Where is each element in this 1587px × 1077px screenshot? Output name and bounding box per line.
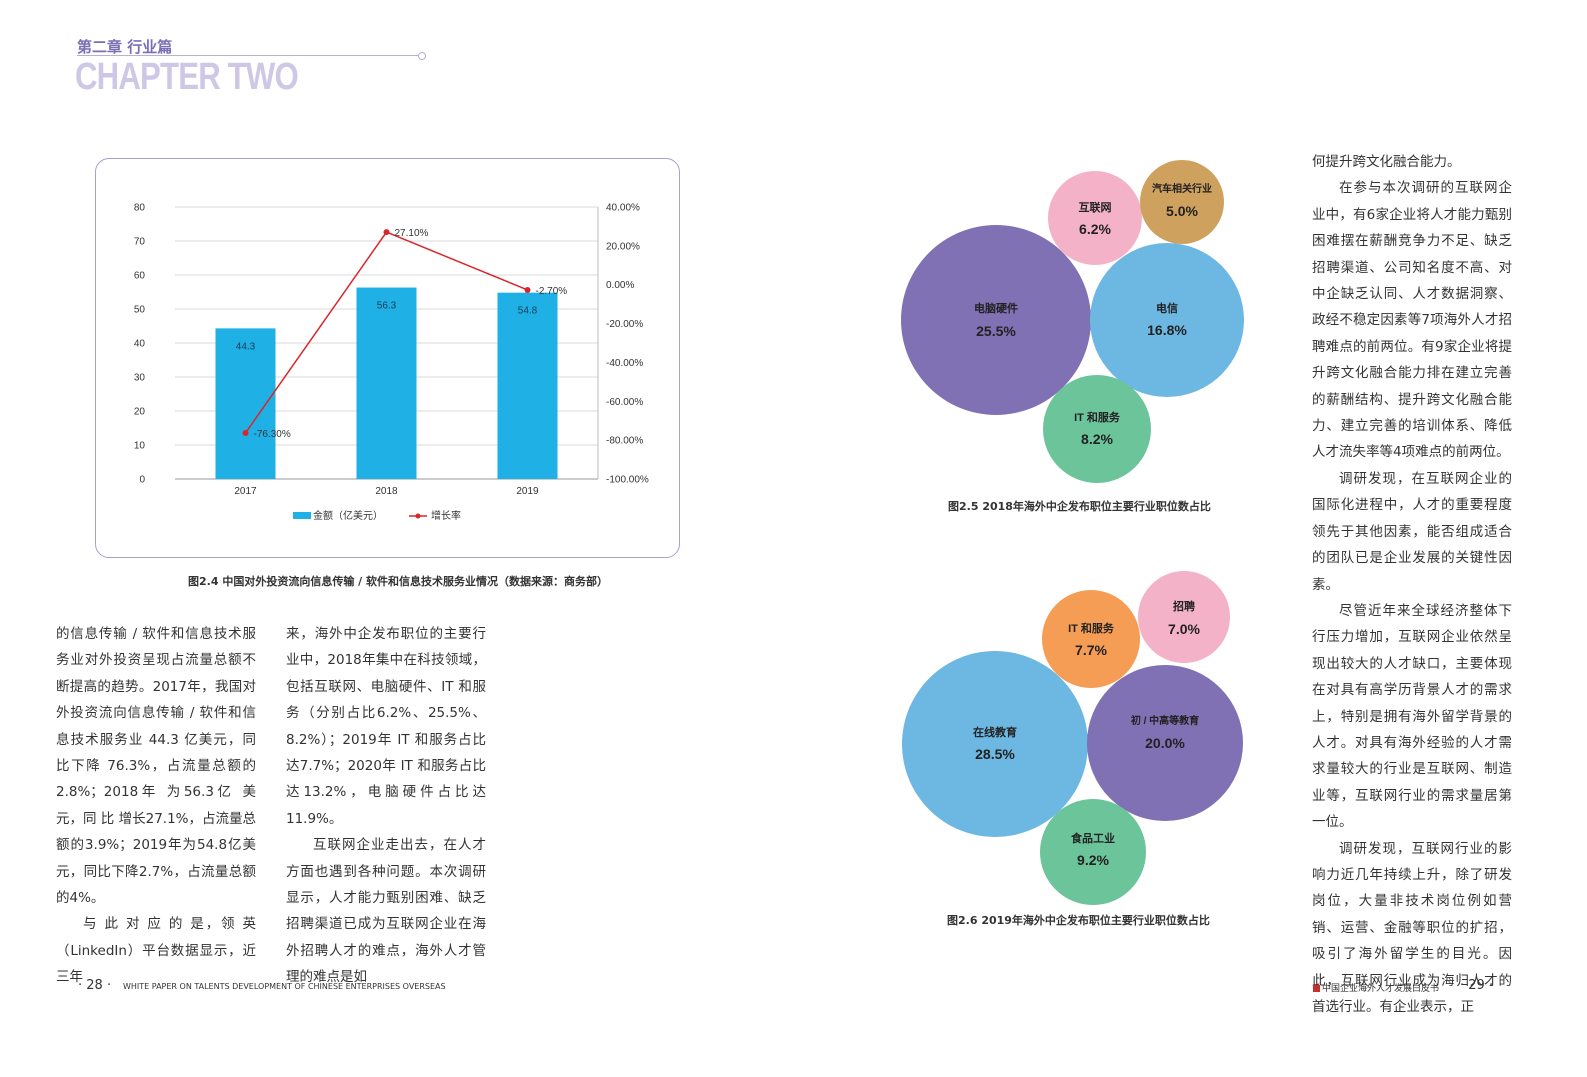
figure-2-4-caption: 图2.4 中国对外投资流向信息传输 / 软件和信息技术服务业情况（数据来源：商务… [188,575,608,588]
bubble-value: 9.2% [1077,852,1109,868]
right-tick-label: -100.00% [606,475,649,486]
bubble-value: 28.5% [975,746,1015,762]
chart-left-axis-ticks: 80 70 60 50 40 30 20 10 0 [134,203,146,486]
right-tick-label: 20.00% [606,241,640,252]
bubble-label: 初 / 中高等教育 [1131,714,1199,727]
left-tick-label: 20 [134,407,146,418]
right-tick-label: -40.00% [606,358,643,369]
chapter-divider [77,55,421,56]
left-tick-label: 10 [134,441,146,452]
bubble-label: 食品工业 [1071,831,1115,845]
bubble-value: 16.8% [1147,322,1187,338]
x-tick-label: 2018 [375,486,398,497]
paragraph: 何提升跨文化融合能力。 [1312,154,1461,170]
text-column-1: 的信息传输 / 软件和信息技术服务业对外投资呈现占流量总额不断提高的趋势。201… [56,621,256,991]
chart-right-axis-ticks: 40.00% 20.00% 0.00% -20.00% -40.00% -60.00% -8… [606,203,649,486]
footer-square-icon [1313,985,1320,992]
bubble-value: 8.2% [1081,431,1113,447]
bubble-automotive: 汽车相关行业 5.0% [1140,160,1224,244]
combo-chart: 44.3 56.3 54.8 -76.30% 27.10% -2.70% 80 70 60 5… [134,203,649,523]
bubble-chart-2019: 在线教育 28.5% 初 / 中高等教育 20.0% 食品工业 9.2% IT … [902,571,1243,905]
chart-bar [497,292,558,479]
chapter-title-cn: 第二章 行业篇 [77,38,173,56]
bubble-label: 电信 [1156,301,1178,315]
bubble-value: 7.0% [1168,621,1200,637]
bubble-online-education: 在线教育 28.5% [902,651,1088,837]
bubble-label: 在线教育 [973,725,1017,739]
line-data-label: -2.70% [536,286,568,297]
paragraph: 来，海外中企发布职位的主要行业中，2018年集中在科技领域，包括互联网、电脑硬件… [286,626,486,827]
paragraph: 在参与本次调研的互联网企业中，有6家企业将人才能力甄别困难摆在薪酬竞争力不足、缺… [1312,180,1512,461]
figure-2-6-caption: 图2.6 2019年海外中企发布职位主要行业职位数占比 [947,914,1210,927]
legend-label-bar: 金额（亿美元） [313,509,383,522]
growth-point [383,229,390,236]
chart-x-axis-ticks: 2017 2018 2019 [234,486,539,497]
bubble-k12-higher-education: 初 / 中高等教育 20.0% [1087,665,1243,821]
growth-point [524,286,531,293]
left-tick-label: 0 [139,475,145,486]
footer-title-left: WHITE PAPER ON TALENTS DEVELOPMENT OF CH… [123,982,446,991]
paragraph: 与 此 对 应 的 是，领 英（LinkedIn）平台数据显示，近三年 [56,916,256,986]
chart-bars [215,287,558,479]
bar-data-label: 56.3 [377,301,397,312]
right-tick-label: -20.00% [606,319,643,330]
chapter-title-en: CHAPTER TWO [75,56,299,98]
left-tick-label: 80 [134,203,146,214]
bubble-value: 6.2% [1079,221,1111,237]
right-tick-label: -80.00% [606,436,643,447]
chart-bar [356,287,417,479]
paragraph: 尽管近年来全球经济整体下行压力增加，互联网企业依然呈现出较大的人才缺口，主要体现… [1312,602,1512,831]
bubble-value: 20.0% [1145,735,1185,751]
growth-point [242,429,249,436]
bubble-telecom: 电信 16.8% [1090,243,1244,397]
left-tick-label: 40 [134,339,146,350]
right-tick-label: -60.00% [606,397,643,408]
legend-label-line: 增长率 [431,509,461,522]
footer-title-right-text: 中国企业海外人才发展白皮书 [1322,984,1440,994]
bubble-food-industry: 食品工业 9.2% [1040,799,1146,905]
bubble-label: 互联网 [1079,200,1112,214]
legend-swatch-line-dot [415,513,421,519]
bubble-label: 招聘 [1173,599,1195,613]
left-tick-label: 50 [134,305,146,316]
paragraph: 调研发现，互联网行业的影响力近几年持续上升，除了研发岗位，大量非技术岗位例如营销… [1312,840,1512,1015]
page-number-right: · 29 · [1460,978,1494,993]
paragraph: 互联网企业走出去，在人才方面也遇到各种问题。本次调研显示，人才能力甄别困难、缺乏… [286,837,486,986]
bubble-label: IT 和服务 [1074,410,1121,424]
bubble-value: 25.5% [976,323,1016,339]
bubble-label: 电脑硬件 [974,301,1018,315]
page-number-left: · 28 · [78,978,112,993]
bubble-label: 汽车相关行业 [1152,182,1212,195]
footer-title-right: 中国企业海外人才发展白皮书 [1313,981,1439,994]
left-tick-label: 60 [134,271,146,282]
left-tick-label: 70 [134,237,146,248]
right-tick-label: 0.00% [606,280,634,291]
line-data-label: -76.30% [254,429,291,440]
legend-swatch-bar [293,512,311,519]
paragraph: 的信息传输 / 软件和信息技术服务业对外投资呈现占流量总额不断提高的趋势。201… [56,626,256,907]
bubble-it-services-2019: IT 和服务 7.7% [1042,590,1140,688]
bubble-recruitment: 招聘 7.0% [1138,571,1230,663]
bubble-value: 7.7% [1075,642,1107,658]
x-tick-label: 2017 [234,486,257,497]
right-tick-label: 40.00% [606,203,640,214]
bubble-it-services: IT 和服务 8.2% [1043,375,1151,483]
chart-line [242,229,531,436]
left-tick-label: 30 [134,373,146,384]
bubble-computer-hardware: 电脑硬件 25.5% [901,225,1091,415]
bubble-label: IT 和服务 [1068,621,1115,635]
figure-2-5-caption: 图2.5 2018年海外中企发布职位主要行业职位数占比 [948,500,1211,513]
bubble-internet: 互联网 6.2% [1048,171,1142,265]
chapter-divider-dot [418,52,426,60]
bubble-chart-2018: 电脑硬件 25.5% 电信 16.8% IT 和服务 8.2% 互联网 6.2%… [901,160,1244,483]
bar-data-label: 54.8 [518,306,538,317]
line-data-label: 27.10% [395,228,429,239]
chart-legend: 金额（亿美元） 增长率 [293,509,461,522]
paragraph: 调研发现，在互联网企业的国际化进程中，人才的重要程度领先于其他因素，能否组成适合… [1312,470,1512,593]
bar-data-label: 44.3 [236,341,256,352]
text-column-3: 何提升跨文化融合能力。 在参与本次调研的互联网企业中，有6家企业将人才能力甄别困… [1312,149,1512,1020]
bubble-value: 5.0% [1166,203,1198,219]
text-column-2: 来，海外中企发布职位的主要行业中，2018年集中在科技领域，包括互联网、电脑硬件… [286,621,486,991]
x-tick-label: 2019 [516,486,539,497]
